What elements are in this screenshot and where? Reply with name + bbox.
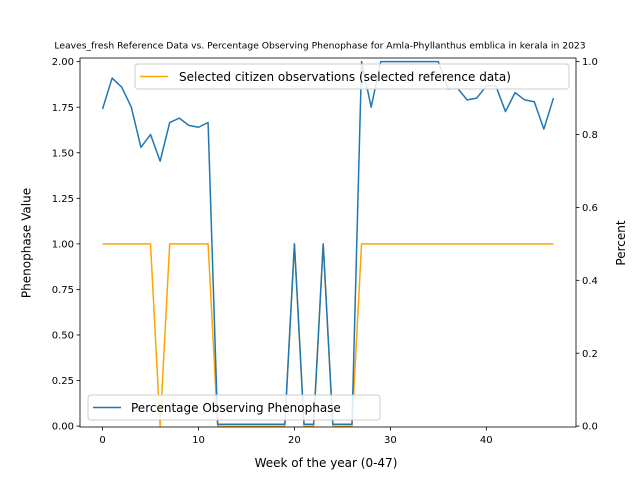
- y-left-tick-label: 0.25: [52, 376, 74, 387]
- x-axis: 0 10 20 30 40: [99, 427, 493, 446]
- y-right-tick-label: 0.2: [582, 349, 598, 360]
- y-right-tick-label: 0.0: [582, 422, 598, 433]
- x-tick-label: 40: [480, 435, 493, 446]
- y-left-tick-label: 0.50: [52, 331, 74, 342]
- y-left-tick-label: 2.00: [52, 57, 74, 68]
- y-right-tick-label: 1.0: [582, 57, 598, 68]
- legend-percentage: Percentage Observing Phenophase: [87, 394, 381, 421]
- x-tick-label: 20: [288, 435, 301, 446]
- series-line-1: [101, 60, 555, 426]
- x-tick-label: 0: [99, 435, 105, 446]
- y-right-tick-label: 0.6: [582, 203, 598, 214]
- y-left-tick-label: 1.25: [52, 194, 74, 205]
- plot-frame: [79, 57, 577, 428]
- y-left-tick-label: 1.00: [52, 239, 74, 250]
- y-axis-label-right: Percent: [614, 220, 628, 265]
- y-axis-left: 0.00 0.25 0.50 0.75 1.00 1.25 1.50 1.75 2.00: [52, 57, 80, 433]
- y-left-tick-label: 0.00: [52, 422, 74, 433]
- x-tick-label: 10: [192, 435, 205, 446]
- y-right-tick-label: 0.8: [582, 130, 598, 141]
- legend-label-percentage: Percentage Observing Phenophase: [131, 401, 341, 415]
- x-tick-label: 30: [384, 435, 397, 446]
- legend-label-reference: Selected citizen observations (selected …: [179, 70, 511, 84]
- legend-reference: Selected citizen observations (selected …: [134, 63, 570, 90]
- chart-title: Leaves_fresh Reference Data vs. Percenta…: [54, 41, 585, 52]
- y-axis-label-left: Phenophase Value: [20, 188, 34, 298]
- y-right-tick-label: 0.4: [582, 276, 598, 287]
- y-left-tick-label: 1.50: [52, 148, 74, 159]
- x-axis-label: Week of the year (0-47): [255, 456, 398, 470]
- y-axis-right: 0.0 0.2 0.4 0.6 0.8 1.0: [576, 57, 598, 433]
- y-left-tick-label: 0.75: [52, 285, 74, 296]
- plot-area: [79, 57, 577, 428]
- y-left-tick-label: 1.75: [52, 103, 74, 114]
